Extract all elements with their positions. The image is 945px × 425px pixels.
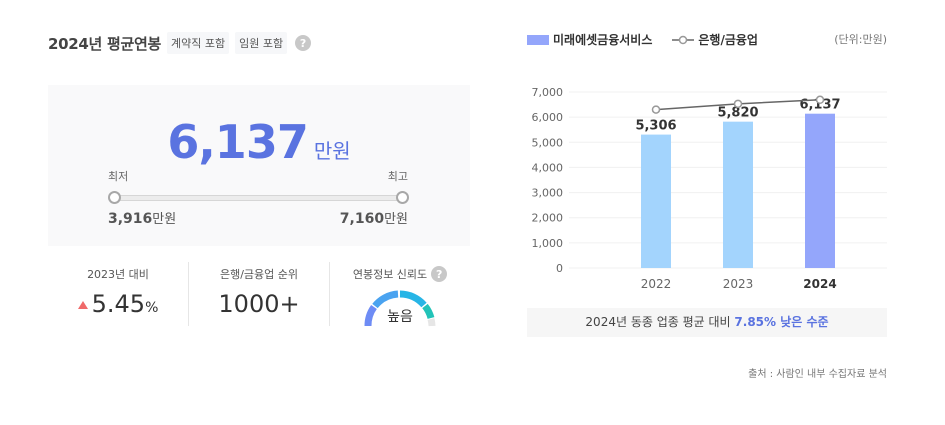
average-salary-unit: 만원 bbox=[313, 139, 351, 163]
tag-contract: 계약직 포함 bbox=[166, 32, 230, 54]
bar-2024[interactable] bbox=[805, 113, 835, 268]
stat-yoy-value: 5.45 bbox=[91, 290, 146, 318]
source-note: 출처 : 사람인 내부 수집자료 분석 bbox=[748, 369, 887, 380]
stat-rank-value: 1000+ bbox=[218, 290, 300, 318]
bar-value-label: 5,820 bbox=[717, 106, 758, 121]
average-salary-box: 6,137 만원 최저 최고 3,916만원 7,160만원 bbox=[48, 85, 470, 246]
up-arrow-icon bbox=[77, 301, 88, 309]
bar-2023[interactable] bbox=[723, 121, 753, 268]
reliability-gauge bbox=[364, 290, 436, 327]
y-tick-label: 2,000 bbox=[532, 212, 564, 225]
stats-row: 2023년 대비 5.45% 은행/금융업 순위 1000+ 연봉정보 신뢰도?… bbox=[48, 262, 470, 327]
y-tick-label: 1,000 bbox=[532, 237, 564, 250]
comparison-note: 2024년 동종 업종 평균 대비 7.85% 낮은 수준 bbox=[527, 308, 887, 337]
legend-industry: 은행/금융업 bbox=[698, 33, 758, 47]
min-knob bbox=[108, 191, 121, 204]
line-legend-icon bbox=[672, 35, 695, 44]
average-salary: 6,137 만원 bbox=[48, 115, 470, 169]
x-tick-label: 2024 bbox=[803, 277, 836, 291]
stat-reliability: 연봉정보 신뢰도? 높음 bbox=[329, 262, 470, 327]
line-point[interactable] bbox=[651, 105, 661, 114]
title-row: 2024년 평균연봉 계약직 포함 임원 포함 ? bbox=[48, 32, 312, 54]
bar-legend-swatch bbox=[527, 34, 549, 45]
y-tick-label: 4,000 bbox=[532, 161, 564, 174]
y-tick-label: 7,000 bbox=[532, 86, 564, 99]
stat-yoy-label: 2023년 대비 bbox=[87, 268, 149, 281]
max-label: 최고 bbox=[387, 170, 408, 183]
y-tick-label: 6,000 bbox=[532, 111, 564, 124]
bar-value-label: 5,306 bbox=[635, 119, 676, 134]
y-tick-label: 3,000 bbox=[532, 187, 564, 200]
help-icon[interactable]: ? bbox=[431, 266, 448, 282]
bar-value-label: 6,137 bbox=[799, 98, 840, 113]
bar-2022[interactable] bbox=[641, 134, 671, 268]
stat-yoy: 2023년 대비 5.45% bbox=[48, 262, 188, 326]
help-icon[interactable]: ? bbox=[295, 35, 312, 51]
comparison-highlight: 7.85% 낮은 수준 bbox=[734, 315, 829, 329]
salary-chart: 0 1,000 2,000 3,000 4,000 5,000 6,000 7,000 5,30… bbox=[532, 86, 887, 291]
stat-rank-label: 은행/금융업 순위 bbox=[219, 268, 299, 281]
page-title: 2024년 평균연봉 bbox=[48, 34, 161, 53]
legend-company: 미래에셋금융서비스 bbox=[553, 33, 653, 47]
y-tick-label: 5,000 bbox=[532, 136, 564, 149]
stat-rank: 은행/금융업 순위 1000+ bbox=[188, 262, 329, 326]
reliability-value: 높음 bbox=[387, 309, 413, 325]
average-salary-value: 6,137 bbox=[167, 115, 309, 169]
y-tick-label: 0 bbox=[556, 262, 563, 275]
stat-reliability-label: 연봉정보 신뢰도 bbox=[352, 268, 428, 281]
salary-range-track bbox=[114, 195, 404, 201]
max-knob bbox=[396, 191, 409, 204]
x-tick-label: 2022 bbox=[641, 277, 672, 291]
min-label: 최저 bbox=[108, 170, 129, 183]
line-point[interactable] bbox=[815, 95, 825, 105]
x-tick-label: 2023 bbox=[723, 277, 754, 291]
line-point[interactable] bbox=[733, 99, 743, 109]
tag-executive: 임원 포함 bbox=[235, 32, 288, 54]
chart-legend: 미래에셋금융서비스 은행/금융업 bbox=[527, 31, 758, 48]
max-value: 7,160만원 bbox=[339, 211, 408, 227]
min-value: 3,916만원 bbox=[108, 211, 177, 227]
unit-label: (단위:만원) bbox=[834, 33, 887, 46]
